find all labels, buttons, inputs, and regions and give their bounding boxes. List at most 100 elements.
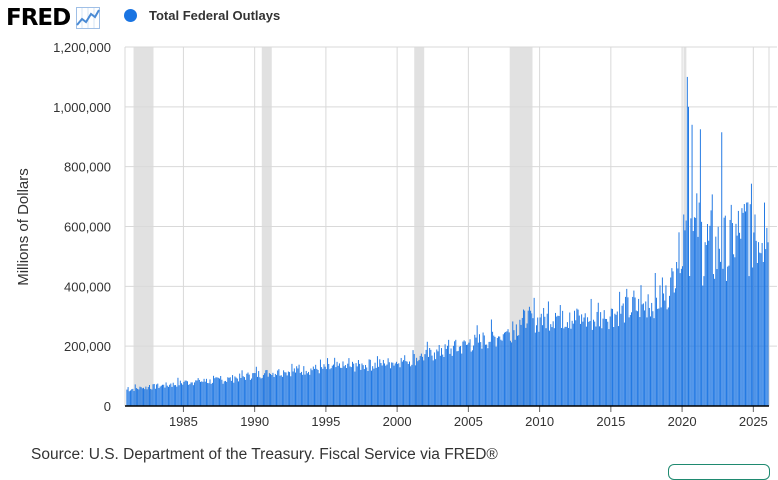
bar — [715, 236, 717, 406]
bar — [749, 204, 751, 406]
bar — [406, 361, 408, 406]
bar — [365, 364, 367, 406]
bar — [518, 335, 520, 406]
bar — [221, 379, 223, 406]
bar — [393, 365, 395, 406]
bar — [259, 377, 261, 406]
bar — [395, 361, 397, 406]
bar — [423, 360, 425, 406]
bar — [536, 325, 537, 406]
bar — [175, 385, 177, 406]
y-tick-label: 400,000 — [64, 279, 111, 294]
bar — [537, 317, 539, 406]
bar — [572, 323, 574, 406]
fred-logo[interactable]: FRED — [6, 4, 101, 32]
bar — [593, 319, 594, 406]
bar — [315, 364, 317, 406]
bar — [568, 328, 570, 406]
bar — [615, 314, 617, 406]
x-tick-label: 1985 — [169, 414, 198, 429]
bar — [172, 382, 174, 406]
bar — [314, 368, 315, 406]
bar — [430, 349, 432, 406]
bar — [540, 313, 542, 406]
bar — [300, 371, 302, 406]
bar — [292, 371, 294, 406]
bar — [382, 359, 384, 406]
bar — [354, 371, 356, 406]
bar — [341, 367, 343, 406]
bar — [653, 318, 655, 406]
bar — [631, 312, 632, 406]
bar — [629, 315, 631, 406]
bar — [550, 324, 552, 406]
bar — [463, 340, 465, 406]
bar — [645, 301, 647, 406]
bar — [171, 386, 173, 406]
chart-area[interactable]: 0 200,000 400,000 600,000 800,000 1,000,000 1,… — [0, 0, 778, 440]
bar — [564, 326, 566, 406]
bar — [328, 363, 330, 406]
bar — [264, 373, 266, 406]
bar — [333, 364, 334, 406]
legend-label: Total Federal Outlays — [149, 8, 281, 23]
bar — [184, 380, 186, 406]
bar — [648, 307, 650, 406]
bar — [597, 302, 599, 406]
bar — [704, 242, 706, 406]
bar — [318, 373, 320, 406]
bar — [198, 379, 200, 406]
bar — [467, 344, 469, 406]
bar — [192, 385, 194, 406]
bar — [286, 375, 288, 406]
bar — [551, 327, 553, 406]
bar — [477, 342, 479, 406]
y-tick-label: 600,000 — [64, 220, 111, 235]
bar — [495, 346, 497, 406]
bar — [336, 361, 338, 406]
bar — [255, 366, 257, 406]
bar — [574, 310, 575, 406]
bar — [173, 385, 175, 406]
bar — [475, 337, 477, 406]
bar — [717, 226, 719, 406]
x-axis-ticks: 1985 1990 1995 2000 2005 2010 2015 2020 2025 — [169, 406, 768, 429]
bar — [578, 315, 580, 406]
bar — [462, 341, 464, 406]
bar — [308, 371, 310, 406]
bar — [756, 262, 758, 406]
bar — [208, 383, 210, 406]
x-tick-label: 1990 — [240, 414, 269, 429]
bar — [217, 377, 219, 406]
fred-logo-text: FRED — [6, 5, 71, 31]
bar — [299, 372, 301, 406]
bar — [665, 285, 667, 406]
bar — [743, 204, 745, 406]
share-button[interactable] — [668, 464, 770, 480]
x-tick-label: 2015 — [596, 414, 625, 429]
bar — [663, 293, 665, 406]
bar — [488, 341, 490, 406]
bar — [219, 378, 220, 406]
bar — [165, 382, 167, 406]
bar — [239, 373, 241, 406]
bar — [424, 354, 426, 406]
bar — [325, 369, 327, 406]
bar — [373, 368, 375, 406]
chart-legend[interactable]: Total Federal Outlays — [124, 8, 280, 23]
bar — [284, 372, 286, 406]
bar — [154, 388, 156, 406]
bar — [253, 372, 255, 406]
bar — [297, 368, 299, 406]
bar — [610, 308, 612, 406]
source-note: Source: U.S. Department of the Treasury.… — [31, 446, 498, 463]
x-tick-label: 2005 — [454, 414, 483, 429]
bar — [558, 315, 560, 406]
bar — [285, 372, 287, 406]
bar — [627, 297, 629, 406]
bar — [261, 377, 263, 406]
bar — [376, 356, 378, 406]
bar — [448, 339, 450, 406]
bar — [372, 366, 374, 406]
bar — [329, 369, 331, 406]
